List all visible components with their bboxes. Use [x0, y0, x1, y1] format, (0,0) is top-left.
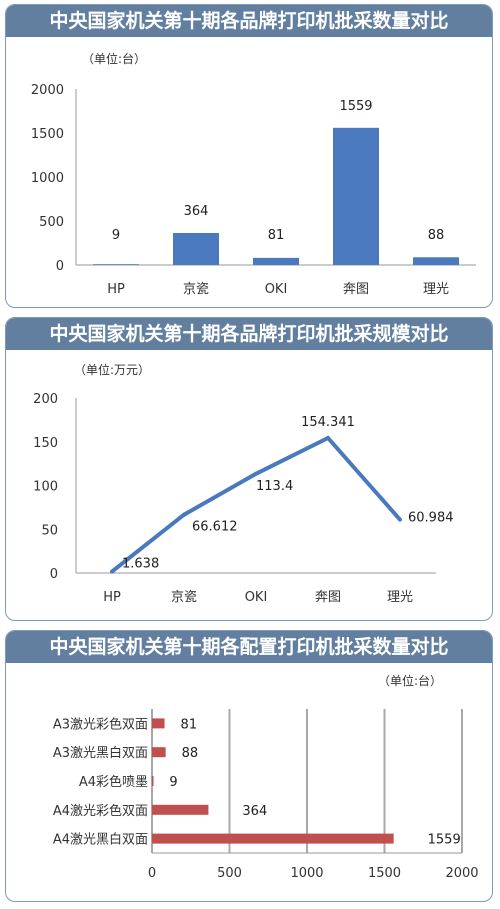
x-tick-label: OKI — [245, 590, 268, 605]
x-tick-label: 奔图 — [315, 590, 341, 605]
x-tick-label: HP — [107, 282, 125, 297]
bar — [413, 257, 459, 265]
x-tick-label: 京瓷 — [183, 282, 209, 297]
data-label: 154.341 — [301, 415, 355, 430]
y-tick-label: 0 — [50, 567, 58, 582]
x-tick-label: 京瓷 — [171, 590, 197, 605]
bar — [173, 232, 219, 265]
series-line — [110, 435, 402, 574]
data-point — [254, 471, 258, 476]
y-tick-label: 200 — [33, 392, 58, 407]
unit-label: （单位:万元） — [74, 362, 150, 377]
y-tick-label: 50 — [41, 523, 58, 538]
data-point — [398, 517, 402, 522]
x-tick-label: 奔图 — [343, 282, 369, 297]
line-chart-brand-scale: （单位:万元） 0 50 100 150 200 1.638 HP 66.612 京瓷 113.4 O… — [33, 362, 454, 605]
bar — [152, 833, 394, 844]
data-label: 1559 — [339, 99, 372, 114]
y-tick-label: A4激光彩色双面 — [53, 803, 148, 819]
y-tick-label: 0 — [56, 259, 64, 274]
y-tick-label: A3激光黑白双面 — [53, 745, 148, 761]
x-tick-label: 理光 — [387, 590, 413, 605]
data-label: 364 — [242, 804, 267, 819]
y-tick-label: 1500 — [31, 127, 64, 142]
x-tick-label: 2000 — [445, 866, 478, 881]
chart-panel-brand-scale: 中央国家机关第十期各品牌打印机批采规模对比 （单位:万元） 0 50 100 150 20… — [5, 317, 493, 621]
x-tick-label: 1000 — [290, 866, 323, 881]
chart-title: 中央国家机关第十期各品牌打印机批采数量对比 — [6, 5, 492, 37]
data-point — [326, 435, 330, 440]
y-tick-label: 100 — [33, 480, 58, 495]
data-label: 9 — [169, 775, 177, 790]
data-label: 81 — [181, 717, 198, 732]
x-tick-label: 1500 — [368, 866, 401, 881]
bar — [93, 264, 139, 265]
chart-panel-config-quantity: 中央国家机关第十期各配置打印机批采数量对比 （单位:台） 0 500 1000 1500… — [5, 630, 493, 902]
chart-panel-brand-quantity: 中央国家机关第十期各品牌打印机批采数量对比 （单位:台） 0 500 1000 1500… — [5, 4, 493, 308]
y-tick-label: 500 — [39, 215, 64, 230]
data-point — [182, 512, 186, 517]
y-tick-label: A4彩色喷墨 — [79, 774, 148, 790]
bar — [152, 718, 165, 729]
unit-label: （单位:台） — [378, 673, 442, 688]
y-tick-label: A3激光彩色双面 — [53, 716, 148, 732]
y-tick-label: 150 — [33, 436, 58, 451]
y-tick-label: A4激光黑白双面 — [53, 832, 148, 848]
data-label: 88 — [428, 228, 445, 243]
x-tick-label: 500 — [217, 866, 242, 881]
data-label: 9 — [112, 228, 120, 243]
data-label: 113.4 — [256, 479, 293, 494]
data-label: 88 — [182, 746, 199, 761]
data-label: 60.984 — [408, 511, 454, 526]
x-tick-label: 0 — [148, 866, 156, 881]
bar — [152, 747, 166, 758]
x-tick-label: HP — [103, 590, 121, 605]
data-label: 81 — [268, 228, 285, 243]
data-label: 1559 — [428, 833, 461, 848]
x-tick-label: OKI — [265, 282, 288, 297]
bar — [333, 127, 379, 265]
data-label: 364 — [184, 204, 209, 219]
bar — [152, 776, 154, 786]
y-tick-label: 2000 — [31, 83, 64, 98]
bar — [152, 804, 209, 815]
x-tick-label: 理光 — [423, 282, 449, 297]
bar — [253, 257, 299, 265]
data-label: 66.612 — [192, 520, 238, 535]
y-tick-label: 1000 — [31, 171, 64, 186]
unit-label: （单位:台） — [82, 51, 146, 66]
hbar-chart-config-quantity: （单位:台） 0 500 1000 1500 2000 A3激光彩色双面 81 A3激光黑白双面… — [53, 673, 479, 881]
chart-title: 中央国家机关第十期各品牌打印机批采规模对比 — [6, 318, 492, 350]
chart-title: 中央国家机关第十期各配置打印机批采数量对比 — [6, 631, 492, 663]
bar-chart-brand-quantity: （单位:台） 0 500 1000 1500 2000 9 HP 364 京瓷 81 OKI 1559 奔… — [31, 51, 476, 297]
data-point — [110, 569, 114, 574]
data-label: 1.638 — [122, 557, 159, 572]
